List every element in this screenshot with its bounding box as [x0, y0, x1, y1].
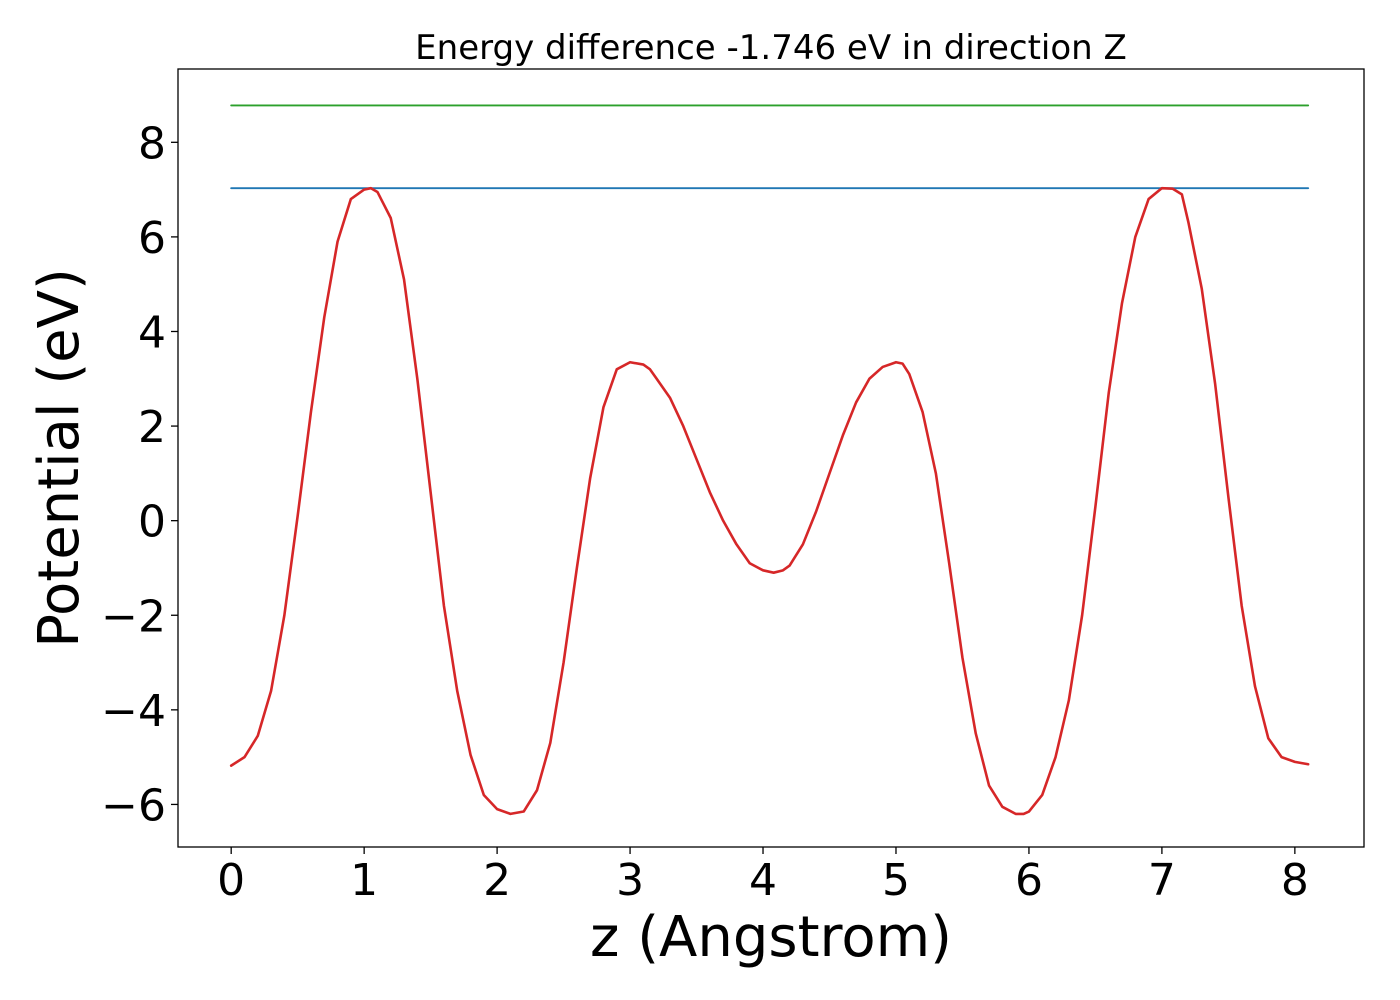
y-tick-label: 4 [138, 307, 166, 358]
x-axis-label: z (Angstrom) [590, 905, 952, 970]
x-tick-label: 0 [217, 855, 245, 906]
y-tick-label: 6 [138, 213, 166, 264]
plot-lines [229, 104, 1310, 816]
x-tick-label: 7 [1148, 855, 1176, 906]
x-tick-label: 6 [1015, 855, 1043, 906]
y-tick-label: 2 [138, 402, 166, 453]
x-tick-label: 4 [749, 855, 777, 906]
x-tick-label: 2 [483, 855, 511, 906]
y-axis-label: Potential (eV) [27, 268, 92, 648]
x-tick-label: 8 [1281, 855, 1309, 906]
y-axis-ticks: −6 −4 −2 0 2 4 6 8 [101, 118, 178, 831]
y-tick-label: −2 [101, 591, 166, 642]
x-tick-label: 5 [882, 855, 910, 906]
y-tick-label: −6 [101, 780, 166, 831]
x-tick-label: 3 [616, 855, 644, 906]
plot-frame [177, 68, 1365, 848]
x-axis-ticks: 0 1 2 3 4 5 6 7 8 [217, 847, 1309, 906]
chart-title: Energy difference -1.746 eV in direction… [415, 28, 1127, 68]
y-tick-label: 0 [138, 497, 166, 548]
series-line-2 [229, 186, 1310, 816]
x-tick-label: 1 [350, 855, 378, 906]
y-tick-label: 8 [138, 118, 166, 169]
y-tick-label: −4 [101, 686, 166, 737]
